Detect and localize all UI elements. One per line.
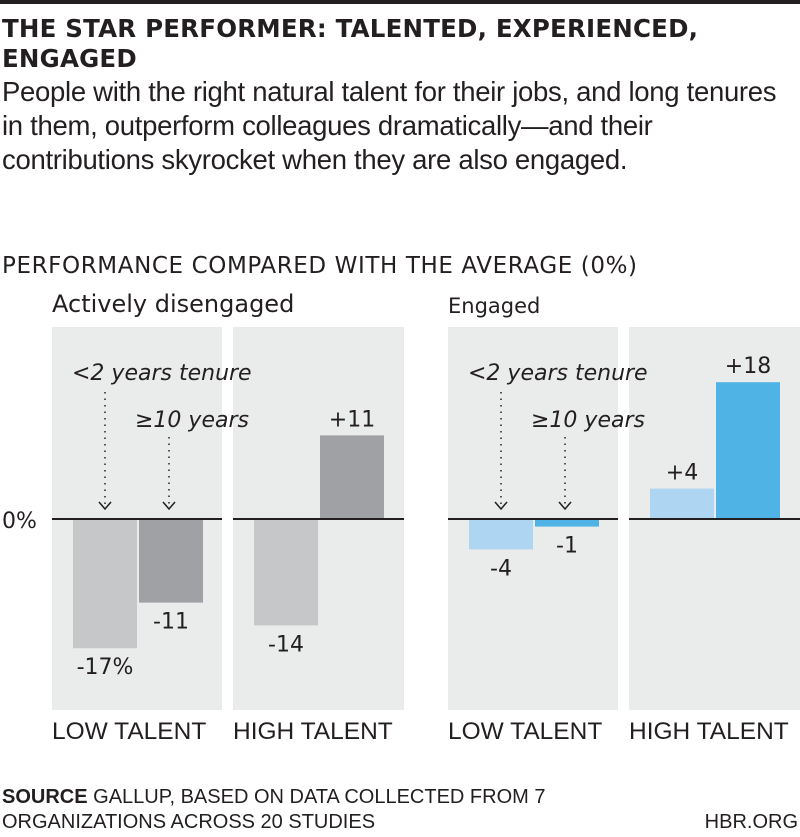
bar	[254, 519, 318, 626]
bar	[650, 488, 714, 519]
annotation-long-tenure: ≥10 years	[135, 408, 249, 433]
source-note: SOURCE GALLUP, BASED ON DATA COLLECTED F…	[2, 785, 562, 835]
bar	[716, 382, 780, 519]
x-label-disengaged-high: HIGH TALENT	[233, 718, 393, 745]
bar-value-label: -14	[268, 632, 304, 657]
bar-value-label: -4	[490, 556, 512, 581]
source-text: GALLUP, BASED ON DATA COLLECTED FROM 7 O…	[2, 786, 546, 833]
bar-value-label: -1	[556, 534, 578, 559]
annotation-short-tenure: <2 years tenure	[72, 361, 252, 386]
zero-axis-label: 0%	[2, 509, 37, 534]
bar	[469, 519, 533, 550]
source-label: SOURCE	[2, 786, 88, 808]
group-label-engaged: Engaged	[448, 294, 541, 318]
top-rule	[0, 0, 800, 4]
group-label-disengaged: Actively disengaged	[52, 290, 295, 318]
chart-subtitle: People with the right natural talent for…	[2, 76, 777, 175]
bar-value-label: -11	[153, 610, 189, 635]
credit: HBR.ORG	[704, 811, 798, 833]
bar-value-label: +18	[725, 354, 771, 379]
annotation-long-tenure: ≥10 years	[531, 408, 645, 433]
bar	[139, 519, 203, 603]
arrow-head-icon	[558, 501, 572, 511]
arrow-head-icon	[98, 501, 112, 511]
arrow-head-icon	[162, 501, 176, 511]
bar-value-label: +4	[666, 461, 698, 486]
bar	[73, 519, 137, 649]
x-label-engaged-low: LOW TALENT	[448, 718, 603, 745]
annotation-short-tenure: <2 years tenure	[468, 361, 648, 386]
bar-value-label: -17%	[77, 655, 134, 680]
chart-heading: PERFORMANCE COMPARED WITH THE AVERAGE (0…	[2, 253, 638, 279]
bar-value-label: +11	[329, 407, 375, 432]
bar	[535, 519, 599, 527]
bar	[320, 435, 384, 519]
chart-title: THE STAR PERFORMER: TALENTED, EXPERIENCE…	[2, 14, 699, 73]
x-label-engaged-high: HIGH TALENT	[629, 718, 789, 745]
x-label-disengaged-low: LOW TALENT	[52, 718, 207, 745]
arrow-head-icon	[494, 501, 508, 511]
